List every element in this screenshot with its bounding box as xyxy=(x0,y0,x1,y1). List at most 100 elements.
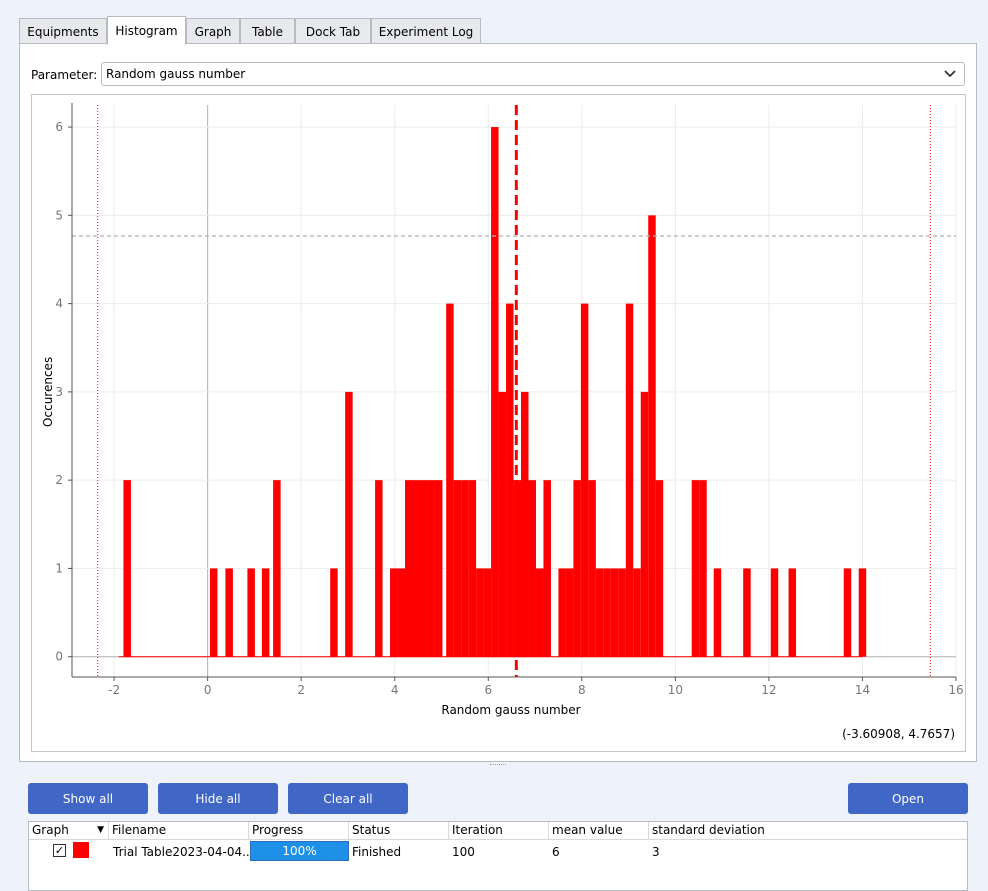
histogram-bar xyxy=(625,303,634,657)
column-header-graph[interactable]: Graph ▼ xyxy=(29,822,109,839)
tab-graph[interactable]: Graph xyxy=(186,18,240,44)
histogram-bar xyxy=(513,480,522,657)
histogram-bar xyxy=(691,480,700,657)
histogram-bar xyxy=(427,480,435,657)
histogram-bar xyxy=(843,568,852,657)
histogram-bar xyxy=(558,568,566,657)
histogram-bar xyxy=(618,568,626,657)
histogram-bar xyxy=(483,568,492,657)
histogram-bar xyxy=(405,480,413,657)
histogram-bar xyxy=(603,568,611,657)
chevron-down-icon xyxy=(943,67,957,84)
histogram-bar xyxy=(699,480,707,657)
x-tick-label: 6 xyxy=(484,683,492,697)
histogram-bar xyxy=(565,568,574,657)
y-tick-label: 6 xyxy=(55,120,63,134)
y-tick-label: 1 xyxy=(55,561,63,575)
mean-value-cell: 6 xyxy=(552,845,560,859)
histogram-bar xyxy=(453,480,462,657)
histogram-bar xyxy=(247,568,255,657)
histogram-bar xyxy=(491,127,499,657)
histogram-bar xyxy=(770,568,779,657)
y-axis-label: Occurences xyxy=(41,357,55,427)
parameter-select[interactable]: Random gauss number xyxy=(101,62,965,86)
column-header-standard-deviation[interactable]: standard deviation xyxy=(652,823,765,837)
y-tick-label: 5 xyxy=(55,208,63,222)
y-tick-label: 2 xyxy=(55,473,63,487)
histogram-bar xyxy=(123,480,131,657)
tab-table[interactable]: Table xyxy=(240,18,295,44)
x-tick-label: 4 xyxy=(391,683,399,697)
histogram-bar xyxy=(209,568,218,657)
x-axis-label: Random gauss number xyxy=(441,703,580,717)
histogram-bar xyxy=(858,568,867,657)
standard-deviation-cell: 3 xyxy=(652,845,660,859)
histogram-bar xyxy=(543,480,551,657)
histogram-bar xyxy=(498,391,507,657)
histogram-bar xyxy=(573,480,581,657)
histogram-bar xyxy=(375,480,383,657)
column-header-progress[interactable]: Progress xyxy=(249,822,349,839)
histogram-bar xyxy=(595,568,604,657)
series-color-swatch[interactable] xyxy=(73,842,89,858)
histogram-bar xyxy=(412,480,420,657)
parameter-label: Parameter: xyxy=(31,68,98,82)
open-button[interactable]: Open xyxy=(848,783,968,814)
column-header-status[interactable]: Status xyxy=(349,822,449,839)
x-tick-label: 12 xyxy=(761,683,776,697)
progress-bar: 100% xyxy=(250,841,349,861)
tab-dock-tab[interactable]: Dock Tab xyxy=(295,18,371,44)
histogram-panel: Parameter: Random gauss number -2 0 2 4 6 8 10… xyxy=(19,43,977,762)
histogram-bar xyxy=(528,480,536,657)
histogram-bar xyxy=(788,568,797,657)
x-tick-label: -2 xyxy=(108,683,120,697)
histogram-bar xyxy=(580,303,589,657)
histogram-bar xyxy=(397,568,406,657)
parameter-value: Random gauss number xyxy=(106,67,246,81)
table-header: Graph ▼ Filename Progress Status Iterati… xyxy=(29,822,967,840)
hide-all-button[interactable]: Hide all xyxy=(158,783,278,814)
histogram-bar xyxy=(419,480,428,657)
clear-all-button[interactable]: Clear all xyxy=(288,783,408,814)
splitter-handle[interactable] xyxy=(490,764,506,767)
y-tick-label: 3 xyxy=(55,385,63,399)
sort-arrow-icon: ▼ xyxy=(97,825,104,835)
column-header-filename[interactable]: Filename xyxy=(109,822,249,839)
histogram-plot[interactable]: -2 0 2 4 6 8 10 12 14 16 0 1 2 3 4 5 6 Random gauss numbe… xyxy=(31,94,966,752)
histogram-bar xyxy=(330,568,338,657)
histogram-bar xyxy=(506,303,514,657)
graph-visibility-checkbox[interactable]: ✓ xyxy=(53,844,66,857)
x-tick-label: 0 xyxy=(204,683,212,697)
histogram-bar xyxy=(610,568,619,657)
coordinate-readout: (-3.60908, 4.7657) xyxy=(842,727,955,741)
tab-equipments[interactable]: Equipments xyxy=(19,18,107,44)
iteration-cell: 100 xyxy=(452,845,475,859)
histogram-bar xyxy=(461,480,469,657)
histogram-bar xyxy=(535,568,544,657)
show-all-button[interactable]: Show all xyxy=(28,783,148,814)
histogram-bar xyxy=(743,568,751,657)
status-cell: Finished xyxy=(352,845,402,859)
results-table: Graph ▼ Filename Progress Status Iterati… xyxy=(28,821,968,891)
y-tick-label: 0 xyxy=(55,650,63,664)
y-tick-label: 4 xyxy=(55,297,63,311)
histogram-bar xyxy=(273,480,281,657)
histogram-bar xyxy=(261,568,270,657)
column-header-mean-value[interactable]: mean value xyxy=(549,822,649,839)
histogram-bar xyxy=(588,480,596,657)
x-tick-label: 2 xyxy=(297,683,305,697)
histogram-bar xyxy=(655,480,664,657)
x-tick-label: 10 xyxy=(668,683,683,697)
histogram-bar xyxy=(521,391,529,657)
histogram-bar xyxy=(476,568,484,657)
histogram-bar xyxy=(640,391,649,657)
histogram-bar xyxy=(434,480,443,657)
histogram-bar xyxy=(225,568,233,657)
tab-histogram[interactable]: Histogram xyxy=(107,16,186,45)
histogram-bar xyxy=(648,215,656,657)
tab-experiment-log[interactable]: Experiment Log xyxy=(371,18,481,44)
histogram-bar xyxy=(345,391,353,657)
x-tick-label: 8 xyxy=(578,683,586,697)
column-header-iteration[interactable]: Iteration xyxy=(449,822,549,839)
